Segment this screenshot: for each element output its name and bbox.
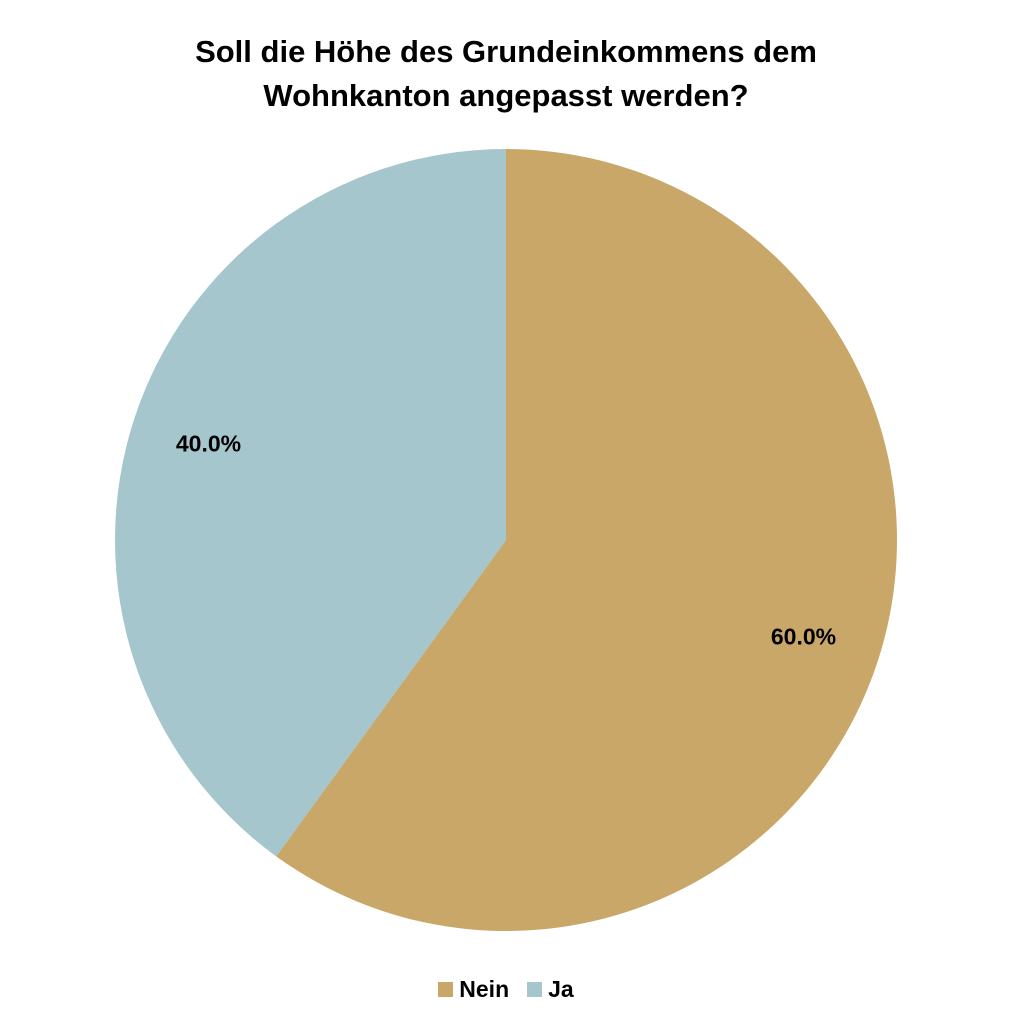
pie-label-nein: 60.0% [771,624,836,650]
legend-label-nein: Nein [459,976,510,1002]
legend-item-nein: Nein [438,976,509,1003]
chart-title-line-1: Soll die Höhe des Grundeinkommens dem [195,34,817,69]
pie-slices [115,149,897,931]
legend: Nein Ja [0,976,1012,1003]
pie-labels: 60.0% 40.0% [176,430,836,649]
pie-slice-ja [115,149,507,857]
legend-swatch-nein [438,982,454,997]
legend-label-ja: Ja [548,976,574,1002]
chart-title: Soll die Höhe des Grundeinkommens dem Wo… [0,30,1012,118]
pie-label-ja: 40.0% [176,430,241,456]
pie-slice-nein [276,149,897,931]
legend-swatch-ja [527,982,543,997]
chart-title-line-2: Wohnkanton angepasst werden? [263,78,749,113]
legend-item-ja: Ja [527,976,574,1003]
